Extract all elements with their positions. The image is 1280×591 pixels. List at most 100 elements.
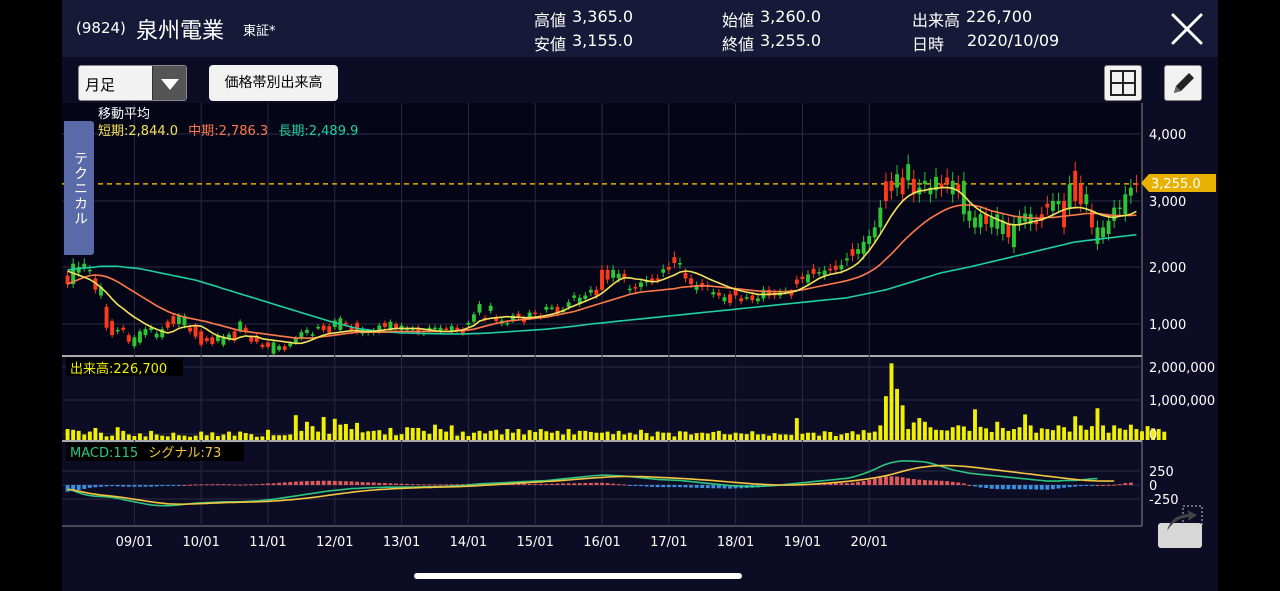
close-icon[interactable]: [1169, 12, 1205, 46]
candle-body: [878, 207, 883, 228]
candle: [961, 172, 966, 222]
share-icon[interactable]: [1157, 505, 1203, 549]
candle-body: [1084, 194, 1089, 205]
volume-bar: [1151, 428, 1156, 440]
volume-bar: [1067, 431, 1072, 440]
volume-bar: [305, 421, 309, 440]
macd-histogram-bar: [399, 483, 404, 485]
macd-histogram-bar: [1073, 485, 1078, 487]
macd-histogram-bar: [438, 484, 443, 486]
candle-body: [650, 278, 655, 282]
volume-bar: [633, 434, 638, 440]
candle: [722, 293, 727, 305]
macd-histogram-bar: [616, 484, 621, 486]
macd-histogram-bar: [1095, 485, 1100, 486]
candle: [1089, 203, 1094, 235]
volume-bar: [627, 432, 632, 440]
macd-histogram-bar: [895, 476, 899, 485]
volume-bar: [1106, 432, 1111, 440]
candle: [889, 172, 894, 200]
macd-histogram-bar: [355, 481, 359, 485]
candle-body: [973, 217, 977, 228]
volume-bar: [1028, 425, 1033, 440]
volume-bar: [171, 432, 176, 440]
candle: [182, 313, 187, 329]
candle: [700, 279, 705, 291]
period-select[interactable]: 月足: [78, 65, 187, 101]
candle-body: [182, 316, 187, 326]
macd-histogram-bar: [1028, 485, 1033, 490]
macd-histogram-bar: [600, 482, 604, 485]
candle: [533, 309, 538, 317]
macd-histogram-bar: [672, 485, 677, 488]
volume-bar: [343, 423, 348, 440]
macd-histogram-bar: [160, 485, 165, 487]
candle-body: [978, 214, 983, 228]
volume-bar: [444, 431, 449, 440]
volume-bar: [104, 436, 109, 440]
macd-histogram-bar: [243, 484, 248, 486]
volume-by-price-button[interactable]: 価格帯別出来高: [209, 65, 338, 101]
volume-bar: [1123, 429, 1128, 440]
candle-body: [961, 180, 966, 215]
layout-grid-icon[interactable]: [1104, 65, 1142, 101]
candle-body: [215, 335, 220, 342]
candle: [1034, 214, 1039, 232]
volume-bar: [416, 427, 421, 440]
candle-body: [460, 329, 465, 334]
candle: [1062, 192, 1067, 235]
candle-body: [176, 315, 181, 324]
volume-bar: [789, 434, 794, 440]
candle-body: [533, 312, 538, 315]
macd-histogram-bar: [271, 483, 276, 485]
candle-body: [689, 278, 694, 285]
volume-bar: [1006, 430, 1011, 440]
volume-bar: [199, 431, 204, 440]
macd-histogram-bar: [549, 483, 554, 485]
volume-series: [65, 363, 1167, 440]
volume-bar: [455, 435, 460, 440]
macd-histogram-bar: [410, 484, 415, 486]
macd-histogram-bar: [165, 485, 170, 486]
chevron-down-icon[interactable]: [152, 66, 186, 100]
volume-bar: [1095, 408, 1100, 440]
macd-tick-label: -250: [1149, 493, 1179, 508]
volume-bar: [421, 430, 426, 440]
candle-body: [989, 217, 994, 228]
volume-bar: [510, 432, 515, 440]
macd-histogram-bar: [210, 484, 215, 486]
chart-toolbar: 月足 価格帯別出来高: [62, 57, 1218, 103]
candle-body: [110, 321, 115, 336]
macd-histogram-bar: [99, 485, 103, 487]
technical-tab[interactable]: テクニカル: [64, 121, 94, 255]
candle-body: [505, 322, 510, 325]
candle: [394, 321, 398, 332]
candle-body: [310, 334, 315, 336]
candle: [1067, 175, 1072, 216]
candle-body: [906, 164, 911, 181]
volume-bar: [165, 436, 170, 440]
volume-bar: [895, 388, 899, 440]
volume-bar: [377, 430, 382, 440]
volume-bar: [522, 434, 527, 440]
macd-histogram-bar: [382, 482, 387, 485]
candle: [254, 334, 259, 345]
volume-bar: [761, 434, 766, 440]
macd-series: [65, 460, 1133, 507]
candle: [154, 331, 159, 340]
pencil-icon[interactable]: [1164, 65, 1202, 101]
volume-bar: [588, 431, 593, 440]
candle: [516, 311, 521, 320]
volume-bar: [661, 432, 666, 440]
candle: [160, 326, 165, 340]
volume-bar: [778, 434, 783, 440]
volume-bar: [650, 436, 655, 440]
candle: [716, 289, 721, 299]
candle-body: [126, 335, 131, 342]
macd-histogram-bar: [611, 483, 616, 485]
macd-histogram-bar: [655, 485, 660, 488]
volume-bar: [160, 435, 165, 440]
candle: [872, 220, 877, 244]
volume-bar: [1112, 425, 1117, 440]
macd-histogram-bar: [388, 483, 393, 485]
